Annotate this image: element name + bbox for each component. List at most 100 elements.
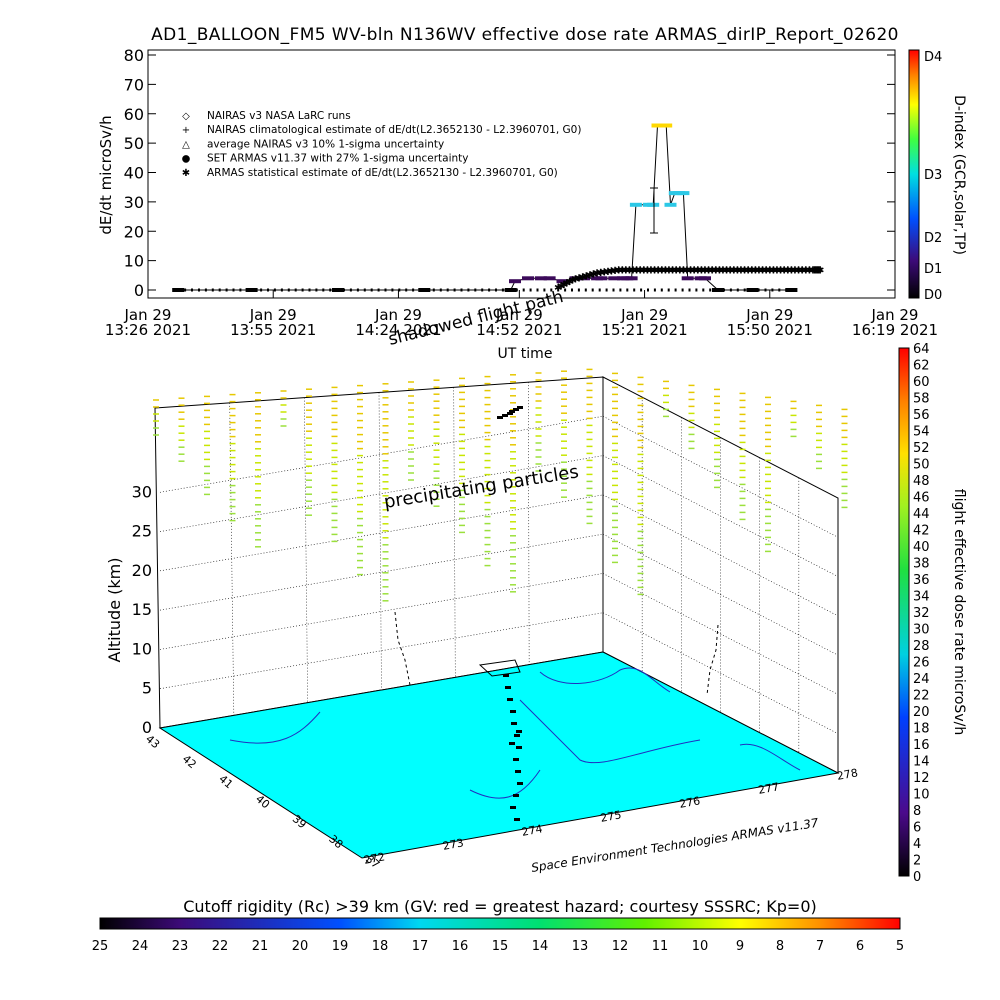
- stat-point: ✱: [694, 265, 702, 276]
- flight-point: [517, 406, 523, 409]
- d-index-tick-label: D3: [924, 168, 942, 183]
- left-wall-hgrid: [159, 533, 604, 611]
- baseline-point: [432, 288, 435, 292]
- baseline-point: [467, 288, 470, 292]
- stat-point: ✱: [737, 265, 745, 276]
- stat-point: ✱: [643, 265, 651, 276]
- stat-point: ✱: [676, 265, 684, 276]
- armas-point: [785, 288, 798, 292]
- d-index-colorbar: D0 D1 D2 D3 D4 D-index (GCR,solar,TP): [908, 49, 967, 303]
- baseline-point: [198, 288, 200, 292]
- dose-tick-label: 36: [913, 573, 930, 588]
- baseline-point: [508, 288, 511, 292]
- stat-point: ✱: [733, 265, 741, 276]
- baseline-point: [653, 288, 656, 292]
- d-index-ticks: D0 D1 D2 D3 D4: [924, 50, 942, 303]
- baseline-point: [495, 288, 497, 292]
- left-wall-vgrid: [378, 392, 382, 691]
- cutoff-rigidity-tick-label: 18: [372, 939, 389, 954]
- armas-point: [625, 276, 638, 281]
- baseline-point: [349, 288, 352, 292]
- border-line-4: [469, 769, 541, 799]
- flight-point: [507, 412, 513, 415]
- baseline-point: [557, 288, 560, 292]
- baseline-point: [619, 288, 622, 292]
- stat-point: ✱: [629, 265, 637, 276]
- cutoff-rigidity-tick-label: 22: [212, 939, 229, 954]
- right-wall-hgrid: [602, 533, 839, 656]
- baseline-point: [591, 288, 594, 292]
- y-tick-label: 70: [124, 75, 144, 94]
- armas-point: [608, 276, 621, 281]
- altitude-label: Altitude (km): [105, 558, 124, 663]
- stat-point: ✱: [751, 265, 759, 276]
- stat-point: ✱: [769, 265, 777, 276]
- y-tick-label: 60: [124, 105, 144, 124]
- x-axis-label: UT time: [498, 346, 553, 362]
- baseline-point: [363, 288, 366, 292]
- armas-point: [418, 288, 431, 292]
- launch-region-outline: [478, 659, 521, 677]
- baseline-point: [239, 288, 242, 292]
- armas-statistical-series: ✱✱✱✱✱✱✱✱✱✱✱✱✱✱✱✱✱✱✱✱✱✱✱✱✱✱✱✱✱✱✱✱✱✱✱✱✱✱✱✱…: [554, 265, 824, 294]
- legend-label: SET ARMAS v11.37 with 27% 1-sigma uncert…: [207, 153, 469, 165]
- right-wall-hgrid: [602, 494, 839, 617]
- baseline-point: [315, 288, 318, 292]
- stat-point: ✱: [683, 265, 691, 276]
- baseline-point: [280, 288, 283, 292]
- y-tick-label: 40: [124, 164, 144, 183]
- baseline-point: [246, 288, 249, 292]
- baseline-point: [218, 288, 221, 292]
- dose-tick-label: 22: [913, 689, 930, 704]
- baseline-point: [412, 288, 415, 292]
- stat-point: ✱: [815, 265, 823, 276]
- dose-tick-label: 38: [913, 557, 930, 572]
- border-line-2: [539, 667, 671, 693]
- cutoff-rigidity-ticks: 25 24 23 22 21 20 19 18 17 16 15 14 13 12 11 10 9 8 7 6 5: [92, 939, 904, 954]
- dose-tick-label: 64: [913, 342, 930, 357]
- stat-point: ✱: [661, 265, 669, 276]
- right-wall-hgrid: [602, 573, 839, 695]
- stat-point: ✱: [813, 265, 821, 276]
- longitude-ticks: 272 273 274 275 276 277 278: [363, 766, 859, 866]
- stat-point: ✱: [658, 265, 666, 276]
- figure-title: AD1_BALLOON_FM5 WV-bln N136WV effective …: [151, 25, 899, 45]
- baseline-point: [211, 288, 214, 292]
- wall-grid: [159, 382, 839, 753]
- dose-tick-label: 40: [913, 540, 930, 555]
- baseline-point: [267, 288, 269, 292]
- stat-point: ✱: [766, 265, 774, 276]
- cutoff-rigidity-tick-label: 8: [776, 939, 784, 954]
- credit-label: Space Environment Technologies ARMAS v11…: [530, 816, 820, 875]
- baseline-point: [709, 288, 712, 292]
- cutoff-rigidity-tick-label: 10: [692, 939, 709, 954]
- baseline-point: [232, 288, 235, 292]
- flight-point: [516, 746, 522, 749]
- flight-point: [503, 674, 509, 677]
- legend-label: NAIRAS climatological estimate of dE/dt(…: [207, 124, 581, 136]
- cutoff-rigidity-label: Cutoff rigidity (Rc) >39 km (GV: red = g…: [183, 897, 817, 916]
- x-tick-date: Jan 29: [124, 306, 172, 324]
- baseline-point: [425, 288, 428, 292]
- baseline-point: [308, 288, 311, 292]
- dose-tick-label: 26: [913, 656, 930, 671]
- d-index-tick-label: D4: [924, 50, 942, 65]
- baseline-point: [204, 288, 207, 292]
- armas-point: [556, 279, 569, 284]
- armas-point: [647, 202, 660, 207]
- stat-point: ✱: [563, 279, 571, 290]
- armas-point: [660, 123, 673, 128]
- cutoff-rigidity-tick-label: 19: [332, 939, 349, 954]
- left-wall-vgrid: [229, 402, 235, 716]
- baseline-point: [453, 288, 456, 292]
- baseline-point: [771, 288, 774, 292]
- stat-point: ✱: [784, 265, 792, 276]
- cutoff-rigidity-tick-label: 5: [896, 939, 904, 954]
- dose-tick-label: 58: [913, 392, 930, 407]
- stat-point: ✱: [715, 265, 723, 276]
- stat-point: ✱: [593, 268, 601, 279]
- baseline-point: [660, 288, 663, 292]
- cutoff-rigidity-tick-label: 14: [532, 939, 549, 954]
